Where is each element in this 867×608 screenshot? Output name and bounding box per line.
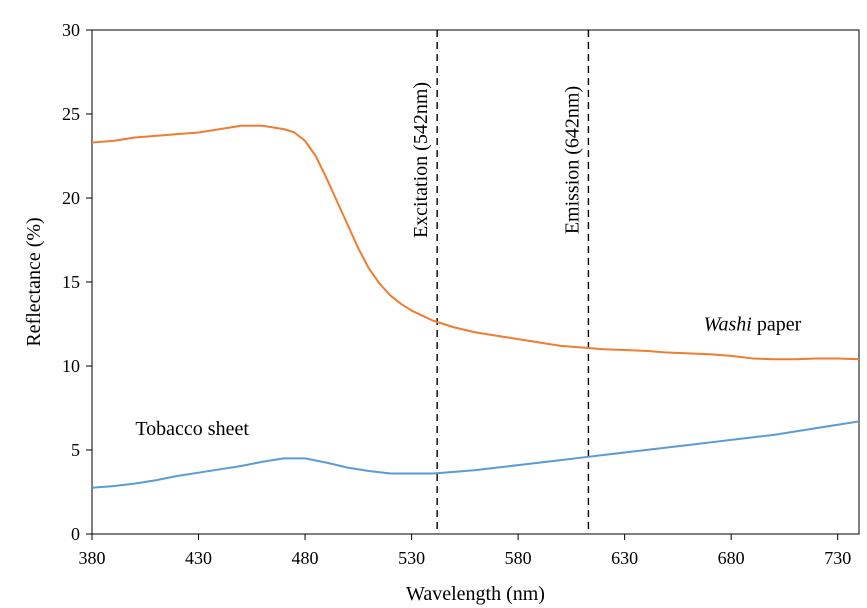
- annotations: Washi paper Tobacco sheet: [135, 314, 801, 440]
- y-tick-label: 15: [62, 272, 80, 292]
- x-tick-label: 430: [185, 548, 212, 568]
- y-tick-label: 30: [62, 20, 80, 40]
- series-annotation: Washi paper: [704, 314, 802, 336]
- plot-border: [91, 29, 860, 535]
- reference-line-label: Excitation (542nm): [410, 82, 432, 238]
- x-tick-label: 530: [398, 548, 425, 568]
- y-tick-label: 10: [62, 356, 80, 376]
- x-axis-title: Wavelength (nm): [406, 583, 545, 605]
- plot-area: [91, 29, 860, 535]
- series-lines: [91, 124, 860, 489]
- x-tick-label: 580: [505, 548, 532, 568]
- annotation-rest-part: paper: [752, 314, 802, 336]
- x-axis: 380 430 480 530 580 630 680 730: [79, 534, 851, 568]
- series-line-0: [91, 124, 860, 361]
- y-tick-label: 20: [62, 188, 80, 208]
- x-tick-label: 630: [611, 548, 638, 568]
- y-axis: 0 5 10 15 20 25 30: [62, 20, 92, 544]
- y-tick-label: 25: [62, 104, 80, 124]
- y-axis-title: Reflectance (%): [23, 217, 45, 346]
- x-tick-label: 680: [718, 548, 745, 568]
- y-tick-label: 0: [71, 524, 80, 544]
- x-tick-label: 380: [79, 548, 106, 568]
- annotation-italic-part: Washi: [704, 314, 752, 336]
- reference-lines: Excitation (542nm) Emission (642nm): [410, 30, 590, 534]
- series-line-1: [91, 420, 860, 489]
- x-tick-label: 730: [824, 548, 851, 568]
- y-tick-label: 5: [71, 440, 80, 460]
- x-tick-label: 480: [292, 548, 319, 568]
- series-annotation: Tobacco sheet: [135, 418, 249, 440]
- reference-line-label: Emission (642nm): [561, 86, 583, 234]
